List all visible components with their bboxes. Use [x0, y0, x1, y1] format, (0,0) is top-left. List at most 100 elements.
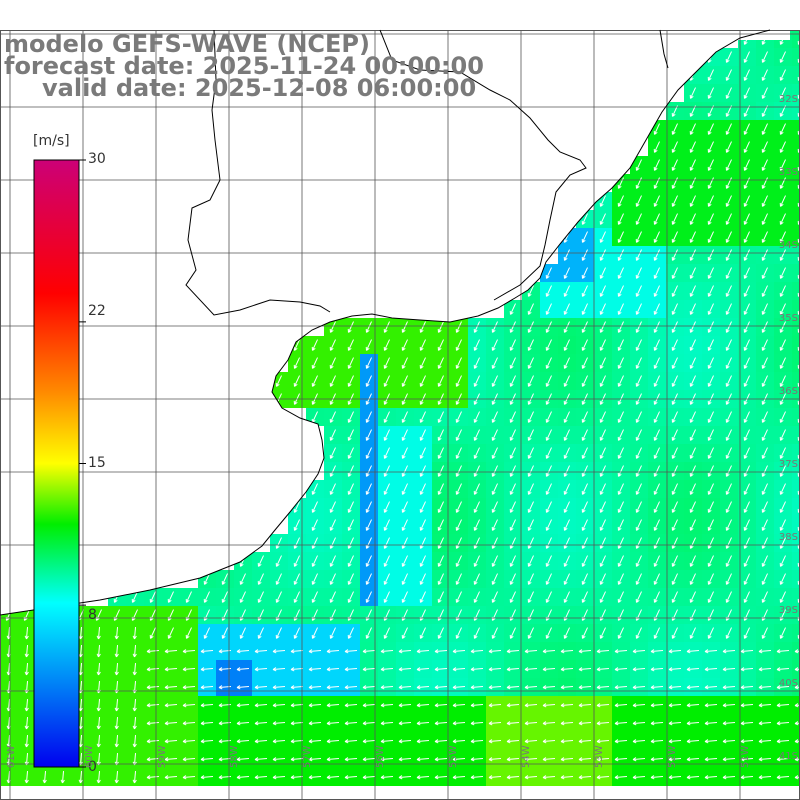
wind-vector	[707, 213, 714, 225]
wind-vector	[635, 321, 642, 333]
wind-vector	[761, 447, 768, 459]
wind-vector	[347, 483, 354, 495]
wind-vector	[434, 649, 448, 654]
wind-vector	[725, 375, 732, 387]
wind-vector	[761, 357, 768, 369]
wind-vector	[96, 698, 101, 712]
wind-vector	[347, 609, 354, 621]
wind-vector	[24, 734, 29, 748]
wind-vector	[380, 667, 394, 672]
wind-vector	[563, 411, 570, 423]
wind-vector	[671, 267, 678, 279]
wind-vector	[365, 447, 372, 459]
wind-vector	[563, 303, 570, 315]
wind-vector	[293, 555, 300, 567]
wind-speed-cell	[792, 156, 800, 174]
wind-vector	[671, 249, 678, 261]
wind-vector	[347, 501, 354, 513]
wind-vector	[290, 739, 304, 744]
wind-vector	[653, 267, 660, 279]
wind-vector	[491, 447, 498, 459]
wind-vector	[704, 703, 718, 708]
lon-label: 61W	[6, 745, 17, 768]
wind-vector	[653, 465, 660, 477]
wind-vector	[689, 555, 696, 567]
wind-vector	[236, 775, 250, 780]
wind-vector	[545, 519, 552, 531]
wind-vector	[132, 698, 137, 712]
wind-vector	[365, 519, 372, 531]
wind-vector	[437, 375, 444, 387]
wind-vector	[743, 213, 750, 225]
wind-vector	[761, 285, 768, 297]
wind-vector	[653, 411, 660, 423]
wind-vector	[96, 716, 101, 730]
wind-vector	[527, 609, 534, 621]
wind-vector	[236, 739, 250, 744]
wind-vector	[689, 501, 696, 513]
wind-vector	[416, 739, 430, 744]
wind-vector	[761, 465, 768, 477]
wind-vector	[401, 483, 408, 495]
wind-vector	[182, 721, 196, 726]
wind-vector	[506, 685, 520, 690]
wind-vector	[509, 375, 516, 387]
wind-vector	[779, 555, 786, 567]
wind-vector	[671, 609, 678, 621]
wind-vector	[599, 339, 606, 351]
wind-vector	[707, 267, 714, 279]
wind-vector	[527, 303, 534, 315]
wind-vector	[509, 501, 516, 513]
wind-vector	[581, 429, 588, 441]
wind-vector	[365, 501, 372, 513]
wind-vector	[599, 411, 606, 423]
wind-vector	[24, 698, 29, 712]
wind-vector	[434, 721, 448, 726]
wind-vector	[635, 303, 642, 315]
wind-vector	[473, 465, 480, 477]
wind-vector	[740, 775, 754, 780]
wind-vector	[452, 775, 466, 780]
wind-vector	[725, 555, 732, 567]
wind-vector	[473, 501, 480, 513]
wind-vector	[24, 752, 29, 766]
wind-vector	[455, 339, 462, 351]
wind-vector	[347, 465, 354, 477]
wind-vector	[473, 429, 480, 441]
wind-vector	[560, 703, 574, 708]
wind-speed-cell	[792, 102, 800, 120]
wind-vector	[398, 649, 412, 654]
wind-vector	[599, 537, 606, 549]
wind-vector	[416, 775, 430, 780]
wind-vector	[437, 339, 444, 351]
wind-vector	[596, 667, 610, 672]
wind-vector	[560, 685, 574, 690]
wind-vector	[689, 591, 696, 603]
wind-vector	[776, 649, 790, 654]
wind-vector	[254, 685, 268, 690]
wind-vector	[581, 249, 588, 261]
wind-vector	[114, 698, 119, 712]
wind-vector	[365, 537, 372, 549]
wind-vector	[671, 375, 678, 387]
wind-vector	[581, 483, 588, 495]
wind-vector	[96, 752, 101, 766]
wind-vector	[473, 537, 480, 549]
wind-vector	[455, 411, 462, 423]
wind-vector	[437, 447, 444, 459]
wind-vector	[473, 321, 480, 333]
wind-vector	[707, 339, 714, 351]
wind-vector	[308, 667, 322, 672]
wind-speed-cell	[792, 480, 800, 498]
wind-vector	[635, 177, 642, 189]
wind-vector	[581, 357, 588, 369]
lon-label: 59W	[157, 745, 168, 768]
wind-vector	[707, 321, 714, 333]
wind-vector	[380, 775, 394, 780]
wind-vector	[383, 375, 390, 387]
wind-vector	[581, 411, 588, 423]
wind-vector	[743, 141, 750, 153]
wind-vector	[563, 483, 570, 495]
wind-vector	[722, 775, 736, 780]
wind-vector	[470, 757, 484, 762]
